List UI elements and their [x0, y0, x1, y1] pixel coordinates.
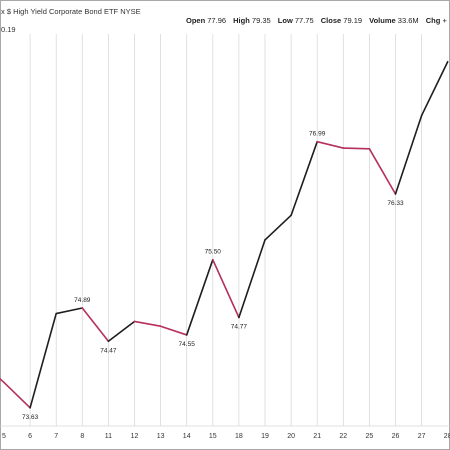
series-segment-27-28 — [420, 60, 449, 117]
data-label-26: 76.33 — [387, 200, 404, 207]
x-tick-label-14: 14 — [183, 433, 191, 440]
x-tick-label-22: 22 — [339, 433, 347, 440]
x-tick-label-18: 18 — [235, 433, 243, 440]
x-tick-label-11: 11 — [105, 433, 112, 440]
high-label: High — [233, 16, 250, 25]
x-tick-label-20: 20 — [287, 433, 295, 440]
data-label-6: 73.63 — [22, 414, 39, 421]
series-segment-8-11 — [81, 307, 110, 343]
x-tick-label-6: 6 — [28, 433, 32, 440]
open-label: Open — [186, 16, 206, 25]
data-label-21: 76.99 — [309, 131, 326, 138]
x-tick-label-25: 25 — [366, 433, 374, 440]
data-label-11: 74.47 — [100, 347, 117, 354]
quote-stats: Open 77.96 High 79.35 Low 77.75 Close 79… — [186, 16, 450, 25]
data-label-8: 74.89 — [74, 297, 91, 304]
series-segment-12-13 — [133, 320, 162, 328]
data-label-18: 74.77 — [231, 324, 248, 331]
low-label: Low — [277, 16, 293, 25]
high-value: 79.35 — [251, 16, 271, 25]
change-value: + — [442, 16, 447, 25]
volume-value: 33.6M — [397, 16, 419, 25]
x-tick-label-5: 5 — [2, 433, 6, 440]
series-segment-14-15 — [185, 258, 214, 336]
x-tick-label-26: 26 — [392, 433, 400, 440]
x-tick-label-15: 15 — [209, 433, 217, 440]
series-segment-18-19 — [238, 239, 266, 319]
low-value: 77.75 — [294, 16, 314, 25]
x-tick-label-13: 13 — [157, 433, 165, 440]
series-segment-22-25 — [342, 147, 371, 150]
series-segment-7-8 — [55, 307, 84, 315]
series-segment-lead-in — [0, 377, 5, 384]
series-segment-15-18 — [212, 258, 240, 319]
x-tick-label-28: 28 — [444, 433, 450, 440]
series-segment-19-20 — [264, 214, 292, 241]
series-segment-20-21 — [290, 140, 319, 217]
series-segment-21-22 — [316, 140, 345, 149]
x-tick-label-7: 7 — [54, 433, 58, 440]
series-segment-11-12 — [107, 320, 136, 343]
volume-label: Volume — [369, 16, 396, 25]
series-segment-5-6 — [3, 381, 31, 409]
close-label: Close — [320, 16, 342, 25]
data-label-15: 75.50 — [205, 249, 222, 256]
x-tick-label-27: 27 — [418, 433, 426, 440]
x-tick-label-12: 12 — [131, 433, 139, 440]
x-tick-label-21: 21 — [313, 433, 321, 440]
chart-subtitle: 0.19 — [1, 25, 16, 34]
change-label: Chg — [425, 16, 441, 25]
series-segment-25-26 — [368, 148, 397, 195]
x-tick-label-19: 19 — [261, 433, 269, 440]
data-label-14: 74.55 — [179, 341, 196, 348]
x-tick-label-8: 8 — [80, 433, 84, 440]
close-value: 79.19 — [343, 16, 363, 25]
open-value: 77.96 — [207, 16, 227, 25]
chart-title: x $ High Yield Corporate Bond ETF NYSE — [1, 7, 141, 16]
series-segment-13-14 — [159, 325, 188, 336]
series-segment-6-7 — [29, 312, 58, 409]
series-segment-26-27 — [394, 114, 423, 195]
